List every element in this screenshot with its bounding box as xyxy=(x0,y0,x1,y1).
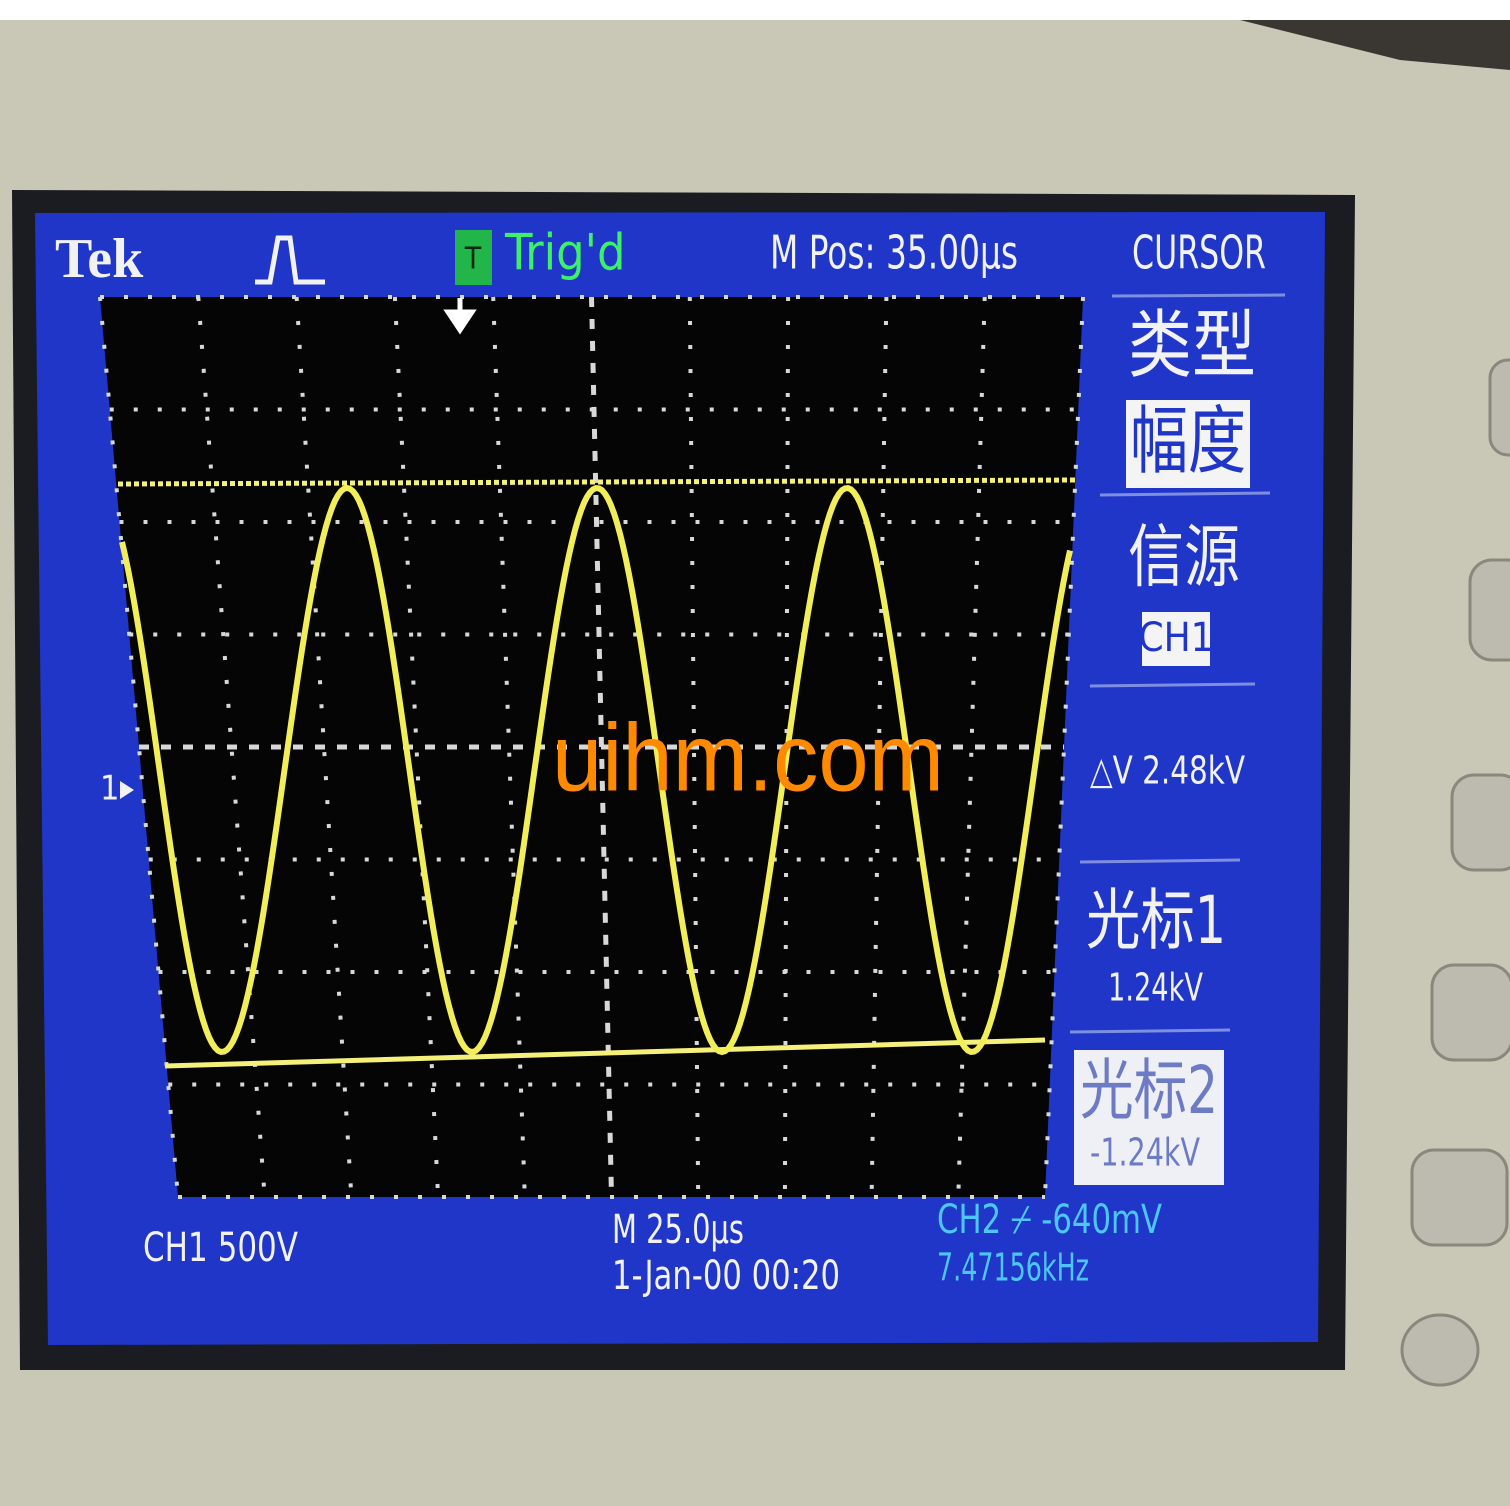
cursor2-box xyxy=(1074,1050,1224,1185)
menu-title: CURSOR xyxy=(1132,226,1266,280)
cursor1-label: 光标1 xyxy=(1086,882,1226,959)
watermark: uihm.com xyxy=(552,704,944,811)
marker-arrow xyxy=(120,781,134,799)
graticule xyxy=(100,297,1083,1197)
datetime: 1-Jan-00 00:20 xyxy=(612,1253,840,1299)
bezel-corner xyxy=(1240,20,1510,70)
cursor-line xyxy=(164,1037,1046,1069)
cursor1-value: 1.24kV xyxy=(1108,966,1203,1010)
knob[interactable] xyxy=(1400,1313,1480,1387)
buttons xyxy=(1400,358,1510,1387)
trigger-icon: T xyxy=(464,242,482,277)
source-label: 信源 xyxy=(1128,519,1240,598)
type-value-box xyxy=(1126,400,1250,488)
brand: Tek xyxy=(55,228,144,290)
top-strip xyxy=(0,0,1510,20)
source-value: CH1 xyxy=(1138,615,1213,661)
channel-marker: 1 xyxy=(100,769,119,809)
type-value: 幅度 xyxy=(1130,399,1246,485)
center-line xyxy=(589,296,614,1198)
button[interactable] xyxy=(1488,358,1510,457)
button[interactable] xyxy=(1468,558,1510,662)
type-label: 类型 xyxy=(1128,303,1256,389)
trace-layer xyxy=(117,477,1076,1069)
trigger-arrow xyxy=(443,298,477,335)
button[interactable] xyxy=(1410,1148,1509,1247)
menu-separators xyxy=(1069,293,1286,1034)
position: M Pos: 35.00µs xyxy=(770,226,1018,280)
acquire-icon xyxy=(255,235,325,285)
button[interactable] xyxy=(1430,963,1510,1062)
trigger-box xyxy=(455,230,492,285)
grid xyxy=(98,295,1085,1199)
cursor2-value: -1.24kV xyxy=(1090,1131,1201,1175)
button[interactable] xyxy=(1450,773,1510,872)
trigger-level: CH2 ⌿ -640mV xyxy=(937,1197,1162,1243)
channel: CH1 500V xyxy=(143,1225,298,1271)
waveform xyxy=(119,484,1073,1056)
trigger-status: Trig'd xyxy=(504,224,626,282)
timebase: M 25.0µs xyxy=(612,1207,744,1253)
source-value-box xyxy=(1142,612,1210,666)
cursor2-label: 光标2 xyxy=(1080,1052,1218,1129)
frequency: 7.47156kHz xyxy=(937,1246,1089,1290)
delta: △V 2.48kV xyxy=(1090,749,1246,793)
